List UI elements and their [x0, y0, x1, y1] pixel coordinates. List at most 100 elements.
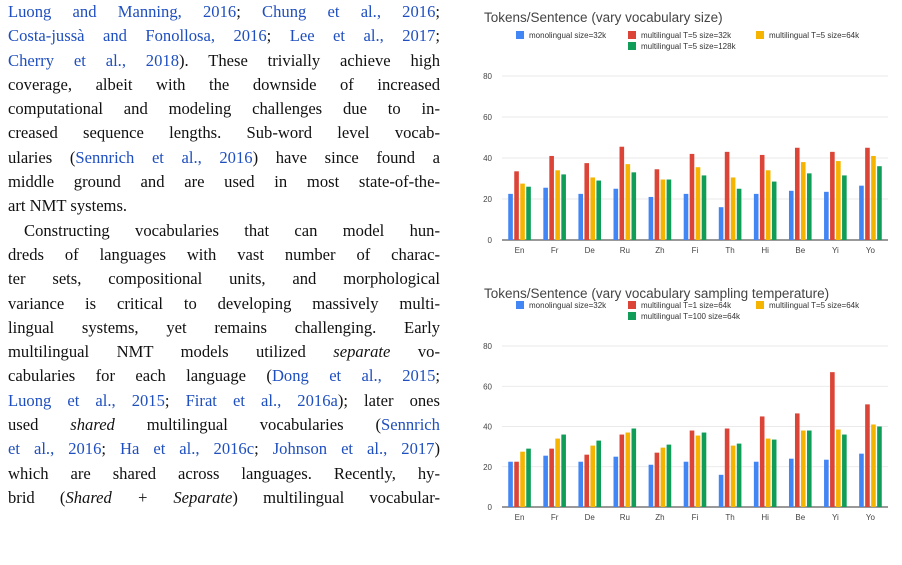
legend-swatch	[628, 312, 636, 320]
legend-swatch	[628, 31, 636, 39]
citation-link[interactable]: Johnson et al., 2017	[272, 439, 435, 459]
text-run: multilingual vocabularies (	[114, 415, 381, 435]
p1-line-6: creased sequence lengths. Sub-word level…	[8, 121, 440, 145]
bar	[561, 434, 566, 507]
text-run: coverage, albeit with the downside of in…	[8, 74, 440, 94]
bar	[824, 459, 829, 507]
text-run: ;	[164, 390, 186, 410]
bar	[800, 162, 806, 240]
text-run: middle ground and are used in most state…	[8, 172, 440, 192]
citation-link[interactable]: Firat et al., 2016a	[185, 390, 338, 410]
x-tick-label: Yo	[866, 513, 876, 522]
citation-link[interactable]: Costa-jussà and Fonollosa, 2016	[8, 26, 267, 46]
legend-label: multilingual T=100 size=64k	[641, 312, 741, 321]
bar	[806, 430, 812, 507]
bar	[806, 173, 812, 240]
bar	[753, 461, 759, 507]
bar	[788, 190, 794, 240]
bar	[666, 444, 672, 507]
bar	[877, 166, 882, 240]
citation-link[interactable]: Ha et al., 2016c	[120, 439, 255, 459]
text-run: Constructing vocabularies that can model…	[24, 220, 440, 240]
p2-line-11: which are shared across languages. Recen…	[8, 462, 440, 486]
p2-line-3: ter sets, compositional units, and morph…	[8, 267, 440, 291]
text-run: ) have since found a	[252, 147, 440, 167]
chart-vary-sampling-temperature: Tokens/Sentence (vary vocabulary samplin…	[478, 286, 902, 560]
x-tick-label: Fr	[551, 246, 559, 255]
bar	[689, 430, 695, 507]
citation-link[interactable]: Lee et al., 2017	[289, 26, 436, 46]
text-run: used	[8, 415, 71, 435]
bar	[701, 432, 707, 507]
citation-link[interactable]: Sennrich	[380, 415, 440, 435]
bar	[736, 188, 742, 240]
bar	[590, 445, 596, 507]
bar	[578, 461, 584, 507]
legend-swatch	[628, 42, 636, 50]
bar	[736, 443, 742, 507]
bar	[877, 426, 882, 507]
citation-link[interactable]: et al., 2016	[8, 439, 102, 459]
text-run: creased sequence lengths. Sub-word level…	[8, 123, 440, 143]
bar	[508, 193, 513, 240]
p2-line-5: lingual systems, yet remains challenging…	[8, 316, 440, 340]
bar	[596, 180, 602, 240]
bar	[561, 174, 566, 240]
citation-link[interactable]: Cherry et al., 2018	[8, 50, 179, 70]
x-tick-label: Zh	[655, 246, 664, 255]
y-tick-label: 80	[483, 72, 492, 81]
y-tick-label: 40	[483, 423, 492, 432]
bar	[836, 429, 841, 507]
chart-vary-vocabulary-size: Tokens/Sentence (vary vocabulary size) m…	[478, 10, 902, 260]
bar	[648, 196, 654, 240]
bar	[683, 461, 689, 507]
y-tick-label: 80	[483, 342, 492, 351]
x-tick-label: Fi	[692, 246, 699, 255]
p2-line-10: et al., 2016; Ha et al., 2016c; Johnson …	[8, 437, 440, 461]
citation-link[interactable]: Dong et al., 2015	[271, 366, 436, 386]
bar	[631, 172, 637, 240]
bar	[625, 432, 631, 507]
x-tick-label: En	[515, 246, 525, 255]
chart-svg: monolingual size=32k multilingual T=1 siz…	[483, 301, 888, 522]
x-tick-label: En	[515, 513, 525, 522]
bar	[654, 452, 660, 507]
bar	[625, 164, 631, 240]
bar	[765, 170, 771, 240]
text-run: ). These trivially achieve high	[179, 50, 440, 70]
p2-line-1: Constructing vocabularies that can model…	[8, 219, 440, 243]
legend-swatch	[516, 31, 524, 39]
bar	[695, 167, 701, 240]
p2-line-6: multilingual NMT models utilized separat…	[8, 340, 440, 364]
bar	[724, 151, 730, 240]
text-run: which are shared across languages. Recen…	[8, 463, 440, 483]
legend-label: multilingual T=5 size=64k	[769, 31, 860, 40]
bar	[526, 186, 531, 240]
chart-title: Tokens/Sentence (vary vocabulary size)	[484, 10, 723, 25]
bar	[619, 146, 625, 240]
bar	[824, 191, 829, 240]
bar	[613, 188, 619, 240]
text-run: ;	[101, 439, 120, 459]
x-tick-label: Th	[725, 246, 734, 255]
citation-link[interactable]: Luong et al., 2015	[8, 390, 165, 410]
bar	[520, 451, 525, 507]
p1-line-4: coverage, albeit with the downside of in…	[8, 73, 440, 97]
x-tick-label: De	[585, 513, 596, 522]
citation-link[interactable]: Luong and Manning, 2016	[8, 2, 237, 21]
text-run: ;	[266, 26, 290, 46]
legend-label: multilingual T=5 size=64k	[769, 301, 860, 310]
x-tick-label: Yi	[832, 246, 839, 255]
p1-line-9: art NMT systems.	[8, 194, 440, 218]
citation-link[interactable]: Sennrich et al., 2016	[75, 147, 253, 167]
bar	[578, 193, 584, 240]
text-run: ularies (	[8, 147, 76, 167]
bar	[759, 416, 765, 507]
text-run: vo-	[390, 342, 440, 362]
bar	[771, 439, 777, 507]
p2-line-7: cabularies for each language (Dong et al…	[8, 364, 440, 388]
x-tick-label: Be	[795, 246, 805, 255]
citation-link[interactable]: Chung et al., 2016	[262, 2, 436, 21]
bar	[794, 147, 800, 240]
bar	[549, 155, 554, 240]
